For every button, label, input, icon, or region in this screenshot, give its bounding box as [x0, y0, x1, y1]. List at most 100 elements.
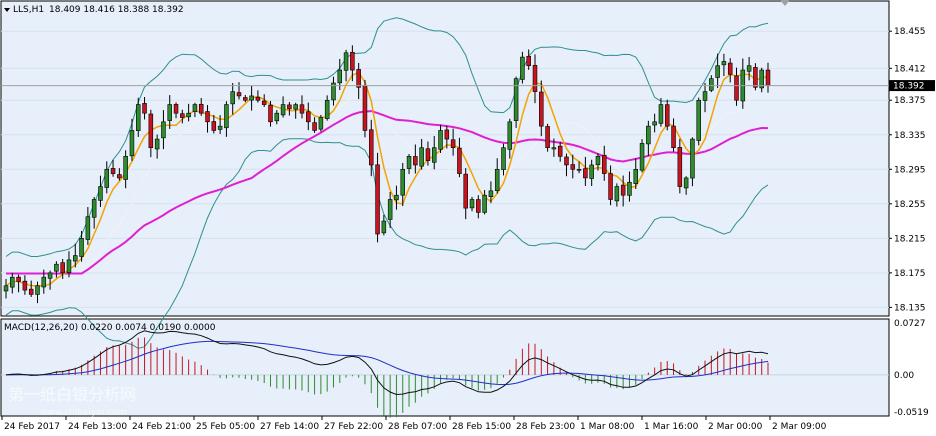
candle — [41, 269, 47, 294]
candle — [431, 136, 437, 170]
candle — [494, 158, 500, 194]
candle-body — [41, 276, 47, 288]
candle-body — [66, 259, 72, 273]
candle — [249, 85, 254, 111]
candle-body — [469, 199, 475, 209]
candle-body — [369, 129, 374, 166]
candle — [274, 110, 280, 125]
candle-body — [551, 147, 557, 150]
candle-body — [312, 122, 317, 131]
ohlc-values: 18.409 18.416 18.388 18.392 — [49, 5, 184, 15]
candle — [230, 83, 235, 115]
candle — [690, 137, 695, 187]
candle — [135, 97, 141, 137]
candle — [85, 207, 91, 245]
candle — [337, 58, 343, 91]
candle — [715, 53, 720, 89]
candle-body — [350, 51, 355, 71]
candle-body — [35, 285, 40, 295]
candle — [255, 90, 261, 103]
candle-body — [545, 126, 550, 149]
candle — [54, 261, 59, 278]
candle-body — [431, 147, 437, 163]
candle — [287, 102, 292, 116]
candle-body — [595, 156, 601, 166]
macd-pane — [0, 318, 890, 417]
candle — [79, 230, 84, 262]
candle — [557, 141, 563, 162]
candle-body — [60, 262, 65, 274]
candle-body — [135, 104, 141, 131]
candle — [652, 113, 657, 133]
candle — [539, 80, 544, 137]
candle — [73, 243, 78, 268]
candle-body — [280, 104, 286, 116]
scroll-marker-icon[interactable] — [780, 0, 790, 6]
price-pane — [0, 0, 890, 317]
candle-body — [482, 194, 487, 213]
macd-indicator — [1, 330, 889, 418]
candle — [620, 175, 626, 207]
candle — [457, 137, 462, 178]
candle-body — [589, 164, 594, 179]
macd-axis: 0.0727 0.00 -0.0519 — [894, 319, 929, 418]
candle-body — [501, 147, 506, 170]
candle-body — [438, 130, 443, 150]
candle-body — [249, 95, 254, 101]
candle-body — [753, 67, 758, 88]
time-tick-label: 27 Feb 14:00 — [260, 422, 319, 432]
candle-body — [16, 276, 21, 282]
candle — [387, 192, 393, 228]
time-tick-label: 27 Feb 22:00 — [324, 422, 383, 432]
current-price-label: 18.392 — [893, 82, 925, 92]
candle — [123, 150, 128, 189]
candle — [110, 159, 116, 177]
candle — [696, 97, 701, 146]
candle — [104, 161, 110, 194]
candle — [224, 101, 229, 137]
candle-body — [154, 138, 160, 150]
time-tick-label: 24 Feb 21:00 — [132, 422, 191, 432]
candle-body — [419, 147, 424, 167]
candle — [759, 67, 764, 93]
candle-body — [507, 121, 513, 150]
candle-body — [463, 173, 468, 209]
candle-body — [287, 104, 292, 110]
candle — [406, 154, 412, 175]
candle-body — [205, 111, 210, 123]
candle-body — [450, 139, 456, 149]
candle — [369, 119, 374, 177]
candle-body — [633, 168, 639, 184]
candle-body — [324, 99, 330, 119]
candle-body — [91, 199, 97, 218]
candle-body — [639, 143, 645, 171]
candle — [639, 139, 645, 173]
candle — [180, 109, 185, 124]
candle — [35, 281, 40, 304]
candle-body — [117, 174, 122, 179]
candle — [501, 143, 506, 176]
candle-body — [400, 168, 405, 196]
candle — [545, 123, 550, 152]
candle-body — [343, 52, 349, 71]
candle — [488, 181, 494, 204]
candle-body — [652, 121, 657, 126]
chevron-down-icon[interactable] — [4, 8, 10, 12]
price-tick-label: 18.135 — [894, 303, 926, 313]
time-tick-label: 2 Mar 00:00 — [708, 422, 763, 432]
time-tick-label: 1 Mar 08:00 — [580, 422, 635, 432]
candle-body — [337, 69, 343, 84]
price-tick-label: 18.412 — [894, 64, 926, 74]
candle-body — [709, 78, 714, 91]
candle-body — [557, 145, 563, 157]
candle — [683, 176, 689, 195]
candle-body — [268, 104, 273, 123]
candle-body — [161, 121, 166, 139]
candle-body — [54, 263, 59, 272]
candle-body — [576, 168, 582, 171]
candle-body — [444, 129, 450, 140]
candle — [381, 214, 387, 236]
candle-body — [243, 97, 248, 101]
candle-body — [620, 184, 626, 196]
